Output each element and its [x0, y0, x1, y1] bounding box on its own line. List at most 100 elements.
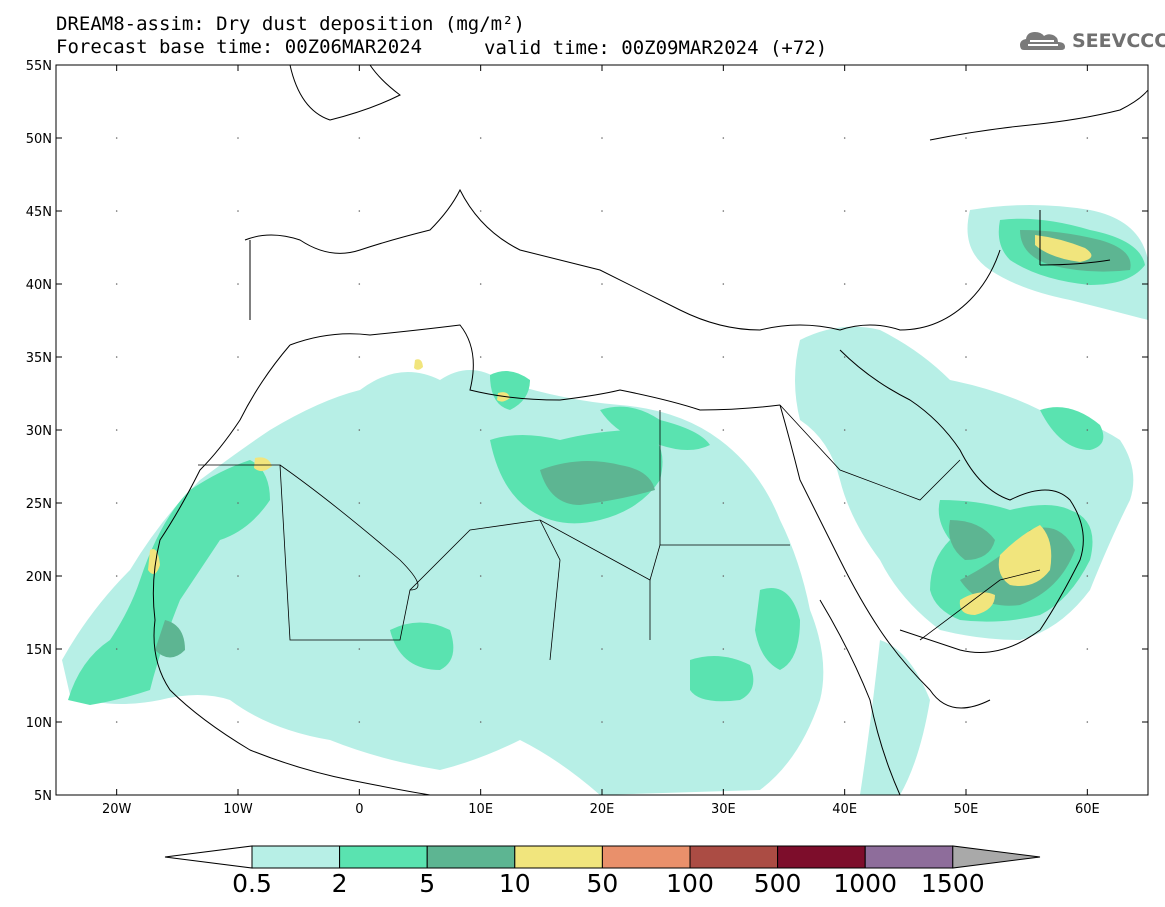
lon-tick-label: 20W: [102, 802, 132, 817]
grid-dot: [479, 502, 482, 504]
grid-dot: [1086, 575, 1089, 577]
grid-dot: [1086, 137, 1089, 139]
grid-dot: [722, 575, 725, 577]
grid-dot: [237, 721, 239, 723]
grid-dot: [237, 210, 239, 212]
grid-dot: [479, 648, 482, 650]
colorbar-segment: [514, 845, 603, 869]
colorbar-label: 5: [419, 869, 435, 898]
grid-dot: [358, 356, 361, 358]
colorbar-label: 1000: [833, 869, 897, 898]
grid-dot: [115, 137, 118, 139]
grid-dot: [722, 356, 725, 358]
colorbar-segment: [689, 845, 779, 869]
grid-dot: [479, 137, 482, 139]
grid-dot: [843, 429, 846, 431]
grid-dot: [358, 137, 361, 139]
grid-dot: [237, 356, 239, 358]
grid-dot: [237, 502, 239, 504]
grid-dot: [843, 283, 846, 285]
grid-dot: [115, 283, 118, 285]
grid-dot: [479, 429, 482, 431]
grid-dot: [722, 502, 725, 504]
grid-dot: [1086, 283, 1089, 285]
colorbar-over-arrow: [952, 845, 1041, 869]
lat-tick-label: 30N: [26, 424, 52, 439]
lat-tick-label: 10N: [26, 716, 52, 731]
grid-dot: [115, 502, 118, 504]
lon-tick-label: 20E: [590, 802, 615, 817]
grid-dot: [237, 283, 239, 285]
grid-dot: [601, 283, 603, 285]
grid-dot: [965, 283, 967, 285]
lat-ticks: 55N 50N 45N 40N 35N 30N 25N 20N 15N 10N 5N: [26, 59, 1148, 804]
grid-dot: [722, 429, 725, 431]
lat-tick-label: 40N: [26, 278, 52, 293]
colorbar-label: 500: [754, 869, 802, 898]
coastlines: [152, 65, 1148, 795]
grid-dot: [965, 210, 967, 212]
grid-dot: [358, 648, 361, 650]
grid-dot: [843, 502, 846, 504]
map-title: DREAM8-assim: Dry dust deposition (mg/m²…: [56, 13, 525, 35]
grid-dot: [115, 429, 118, 431]
lon-tick-label: 50E: [954, 802, 979, 817]
lat-tick-label: 45N: [26, 205, 52, 220]
colorbar-under-arrow: [164, 845, 253, 869]
colorbar-segment: [426, 845, 516, 869]
grid-dot: [115, 648, 118, 650]
lat-tick-label: 5N: [34, 789, 52, 804]
grid-dot: [237, 429, 239, 431]
grid-dot: [843, 648, 846, 650]
grid-dot: [722, 210, 725, 212]
grid-dot: [358, 721, 361, 723]
lon-tick-label: 30E: [711, 802, 736, 817]
grid-dot: [358, 283, 361, 285]
base-time-label: Forecast base time: 00Z06MAR2024: [56, 36, 423, 58]
cloud-logo-icon: [1020, 32, 1065, 50]
lon-tick-label: 60E: [1075, 802, 1100, 817]
grid-dot: [479, 721, 482, 723]
grid-dot: [1086, 356, 1089, 358]
lon-tick-label: 10W: [223, 802, 253, 817]
lon-tick-label: 10E: [468, 802, 493, 817]
grid-dot: [965, 137, 967, 139]
grid-dot: [1086, 429, 1089, 431]
colorbar-segment: [339, 845, 428, 869]
colorbar-segment: [777, 845, 866, 869]
grid-dot: [843, 356, 846, 358]
grid-dot: [843, 721, 846, 723]
logo-text: SEEVCCC: [1072, 30, 1165, 52]
grid-dot: [115, 721, 118, 723]
colorbar-label: 2: [332, 869, 348, 898]
grid-dot: [1086, 210, 1089, 212]
grid-dot: [722, 721, 725, 723]
grid-dot: [601, 648, 603, 650]
grid-dot: [115, 210, 118, 212]
grid-dot: [1086, 648, 1089, 650]
grid-dot: [479, 283, 482, 285]
grid-dot: [358, 502, 361, 504]
lat-tick-label: 15N: [26, 643, 52, 658]
grid-dot: [965, 502, 967, 504]
colorbar-label: 1500: [921, 869, 985, 898]
grid-dot: [479, 575, 482, 577]
grid-dot: [843, 210, 846, 212]
colorbar-label: 50: [586, 869, 618, 898]
lon-ticks: 20W 10W 0 10E 20E 30E 40E 50E 60E: [102, 65, 1100, 817]
grid-dot: [965, 721, 967, 723]
grid-dot: [601, 502, 603, 504]
grid-dot: [115, 575, 118, 577]
colorbar-label: 10: [499, 869, 531, 898]
colorbar-segment: [251, 845, 341, 869]
grid-dot: [601, 137, 603, 139]
colorbar: 0.5 2 5 10 50 100 500 1000 1500: [164, 845, 1041, 898]
lat-tick-label: 35N: [26, 351, 52, 366]
grid-dot: [237, 575, 239, 577]
valid-time-label: valid time: 00Z09MAR2024 (+72): [484, 37, 828, 59]
grid-dot: [1086, 721, 1089, 723]
lon-tick-label: 40E: [832, 802, 857, 817]
grid-dot: [1086, 502, 1089, 504]
lat-tick-label: 25N: [26, 497, 52, 512]
grid-dot: [479, 210, 482, 212]
